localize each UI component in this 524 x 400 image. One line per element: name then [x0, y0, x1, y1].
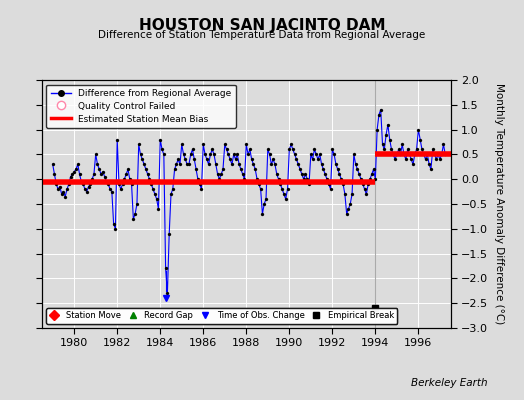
Text: HOUSTON SAN JACINTO DAM: HOUSTON SAN JACINTO DAM [139, 18, 385, 33]
Text: Berkeley Earth: Berkeley Earth [411, 378, 487, 388]
Legend: Station Move, Record Gap, Time of Obs. Change, Empirical Break: Station Move, Record Gap, Time of Obs. C… [46, 308, 397, 324]
Y-axis label: Monthly Temperature Anomaly Difference (°C): Monthly Temperature Anomaly Difference (… [494, 83, 504, 325]
Text: Difference of Station Temperature Data from Regional Average: Difference of Station Temperature Data f… [99, 30, 425, 40]
